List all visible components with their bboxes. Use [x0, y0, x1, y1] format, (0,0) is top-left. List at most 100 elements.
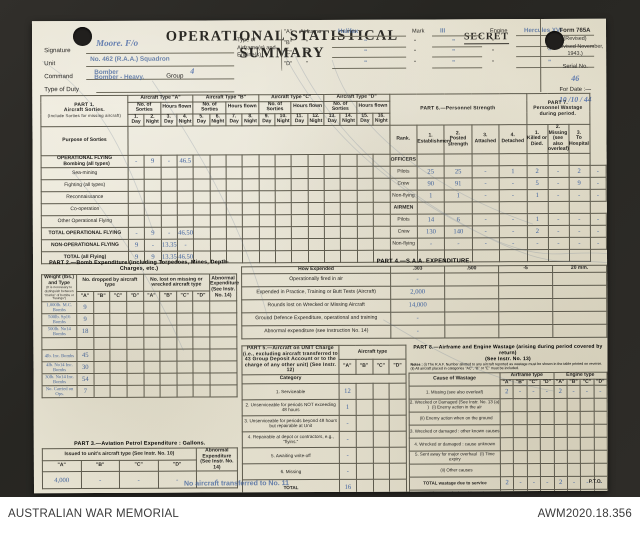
part8-engine-cell — [553, 424, 568, 438]
part1-value-cell — [177, 167, 194, 180]
part2-dropped-cell — [93, 325, 111, 338]
part8-engine-cell — [566, 398, 581, 412]
part1-value-cell — [160, 179, 178, 192]
part4-value-cell: - — [390, 272, 445, 286]
part6-value-cell: 1 — [444, 189, 472, 203]
part8-airframe-cell — [526, 411, 541, 425]
part2-dropped-cell — [126, 325, 144, 338]
part1-value-cell — [373, 154, 390, 167]
part1-title: PART 1. Aircraft Sorties. (Include Sorti… — [40, 95, 128, 127]
part6-group-header: AIRMEN — [389, 202, 418, 215]
part2-table: Weight (lbs.) and Type (It is necessary … — [41, 273, 239, 398]
part2-lost-cell — [159, 325, 177, 338]
part1-value-cell — [356, 166, 374, 179]
part5-value-cell — [372, 479, 390, 494]
part1-value-cell — [307, 154, 325, 167]
part1-value-cell: - — [161, 227, 178, 240]
part1-value-cell — [193, 239, 211, 252]
part5-value-cell — [389, 415, 407, 432]
part2-abnormal-cell — [209, 300, 237, 313]
part1-value-cell — [259, 214, 276, 227]
part2-lost-cell — [193, 336, 210, 349]
part2-abnormal-cell — [210, 384, 238, 397]
part1-and-parts6-7-row: PART 1. Aircraft Sorties. (Include Sorti… — [40, 93, 607, 265]
part2-lost-header: No. lost on missing or wrecked aircraft … — [143, 273, 210, 292]
part2-abnormal-cell — [209, 348, 237, 361]
part5-row: 3. Unserviceable for periods beyond 48 h… — [242, 415, 407, 432]
part6-empty-cell — [499, 153, 527, 166]
part5-value-cell — [389, 447, 407, 464]
part8-row-label: 4. Wrecked or damaged : cause unknown — [409, 437, 501, 452]
part8-engine-cell: - — [567, 476, 581, 490]
part1-row-label: Fighting (all types) — [41, 179, 129, 192]
part2-dropped-cell — [110, 337, 127, 350]
part1-value-cell — [144, 215, 162, 228]
part6-title: PART 6.—Personnel Strength — [389, 93, 527, 126]
form-document: OPERATIONAL STATISTICAL SUMMARY SECRET S… — [31, 18, 609, 494]
part1-value-cell — [357, 214, 374, 227]
part1-purpose-header: Purpose of Sorties — [40, 126, 129, 156]
part2-lost-cell — [143, 373, 161, 386]
part2-abnormal-cell — [209, 312, 237, 325]
part6-value-cell: 2 — [526, 165, 548, 178]
part1-value-cell — [210, 215, 227, 228]
part5-value-cell — [372, 383, 390, 400]
part6-empty-cell — [417, 202, 445, 215]
part1-value-cell — [307, 166, 325, 179]
part7-value-cell: - — [547, 237, 569, 250]
part2-lost-cell — [176, 348, 194, 362]
part1-value-cell: 46.50 — [177, 227, 194, 240]
part2-lost-cell — [143, 325, 160, 338]
part6-col-3: 3. Attached — [471, 124, 500, 154]
part2-dropped-cell — [93, 373, 111, 386]
part1-value-cell: - — [177, 239, 194, 252]
part7-col-2: 2. Missing (see also overleaf) — [547, 123, 569, 154]
part1-value-cell — [291, 166, 308, 179]
part6-row-label: Non-flying — [389, 190, 418, 203]
part8-engine-cell — [580, 398, 594, 412]
part1-value-cell — [242, 190, 260, 203]
part1-value-cell: 46.5 — [177, 154, 194, 168]
part2-row-label: 4lb. Inc. Bombs — [41, 349, 77, 362]
part2-lost-type: "B" — [159, 291, 177, 302]
part2-dropped-cell — [126, 385, 144, 398]
part2-dropped-cell: 18 — [76, 325, 94, 338]
punch-hole-left — [73, 27, 92, 46]
part6-value-cell: 130 — [417, 226, 445, 239]
part2-dropped-cell — [126, 337, 144, 350]
part6-value-cell: 1 — [499, 165, 527, 178]
part2-lost-cell — [193, 324, 210, 337]
part6-value-cell: 140 — [444, 225, 473, 239]
part1-value-cell — [373, 190, 390, 203]
part1-value-cell — [193, 227, 211, 240]
part6-col-1: 1. Establishment — [416, 124, 452, 155]
part7-value-cell: - — [589, 237, 607, 250]
part2-dropped-cell: 54 — [77, 373, 94, 386]
part2-dropped-cell: 7 — [77, 385, 94, 398]
part8-engine-cell — [567, 463, 581, 477]
part8-airframe-cell — [526, 424, 541, 438]
part8-engine-cell — [553, 411, 568, 425]
part2-row: 500lb. No14 Bombs 18 — [41, 324, 237, 338]
part2-lost-type: "A" — [143, 291, 160, 302]
part8-airframe-cell — [540, 450, 554, 464]
part6-value-cell: - — [499, 213, 527, 226]
part2-lost-cell — [176, 372, 194, 386]
part1-row-label: Reconnaissance — [41, 191, 129, 204]
part2-lost-cell — [160, 373, 177, 386]
part8-airframe-cell — [526, 398, 541, 412]
part8-engine-cell — [593, 450, 608, 464]
part6-value-cell: 1 — [526, 189, 548, 202]
field-label-group: Group — [166, 72, 184, 80]
part6-group-header: OFFICERS — [389, 154, 417, 167]
part2-row: No. Carried on Ops. 7 — [42, 384, 238, 398]
part5-value-cell: 12 — [339, 383, 356, 400]
part5-table: PART 5.—Aircraft on UNIT Charge (i.e., e… — [241, 345, 407, 494]
part2-lost-cell — [160, 361, 177, 374]
part4-value-cell — [552, 284, 607, 299]
part1-value-cell — [193, 179, 210, 192]
part2-dropped-cell — [110, 373, 127, 386]
part1-value-cell — [307, 178, 325, 191]
part4-row-label: Abnormal expenditure (see Instruction No… — [241, 324, 391, 339]
part2-row-label: 30lb. No14 Inc. Bombs — [42, 373, 78, 386]
